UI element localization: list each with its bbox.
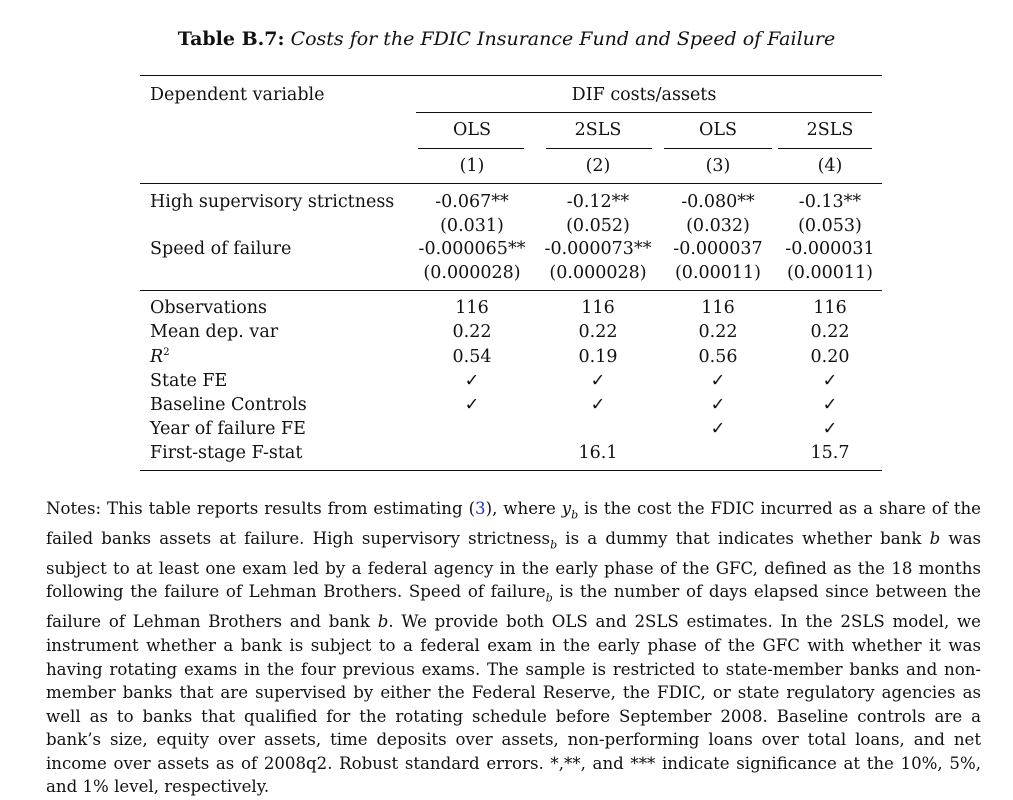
col-number-1: (1) [459, 156, 485, 176]
method-rule-2 [546, 148, 652, 149]
row-label-year-of-failure-fe: Year of failure FE [150, 419, 306, 439]
caption-label: Table B.7: [177, 28, 285, 50]
col-number-2: (2) [585, 156, 611, 176]
mean-dep-var-2: 0.22 [578, 322, 618, 342]
year-of-failure-fe-check-3: ✓ [710, 419, 726, 439]
state-fe-check-4: ✓ [822, 371, 838, 391]
row-label-mean-dep-var: Mean dep. var [150, 322, 279, 342]
col-number-4: (4) [817, 156, 843, 176]
row-label-state-fe: State FE [150, 371, 228, 391]
coef-speed-2: -0.000073** [544, 239, 652, 259]
coef-strictness-1: -0.067** [435, 192, 509, 212]
coef-speed-4: -0.000031 [785, 239, 875, 259]
notes-b-subscript: b [571, 508, 579, 522]
state-fe-check-2: ✓ [590, 371, 606, 391]
notes-part-5: was subject to at least one exam led by … [46, 528, 981, 602]
row-label-baseline-controls: Baseline Controls [150, 395, 307, 415]
equation-reference-link[interactable]: 3 [475, 499, 486, 518]
notes-part-7: . We provide both OLS and 2SLS estimates… [46, 612, 981, 797]
mean-dep-var-1: 0.22 [452, 322, 492, 342]
coef-strictness-3: -0.080** [681, 192, 755, 212]
state-fe-check-3: ✓ [710, 371, 726, 391]
coef-strictness-4: -0.13** [798, 192, 862, 212]
mean-dep-var-4: 0.22 [810, 322, 850, 342]
baseline-controls-check-2: ✓ [590, 395, 606, 415]
r-squared-2: 0.19 [578, 347, 618, 367]
se-speed-3: (0.00011) [674, 263, 762, 283]
notes-b-subscript-3: b [545, 591, 553, 605]
caption-text: Costs for the FDIC Insurance Fund and Sp… [290, 28, 836, 50]
method-col-4: 2SLS [806, 120, 854, 140]
se-speed-4: (0.00011) [786, 263, 874, 283]
coef-strictness-2: -0.12** [566, 192, 630, 212]
method-col-3: OLS [699, 120, 737, 140]
se-speed-2: (0.000028) [549, 263, 647, 283]
row-label-r-squared: R2 [150, 347, 170, 367]
r-squared-1: 0.54 [452, 347, 492, 367]
notes-part-6: is the number of days elapsed since betw… [46, 582, 981, 632]
notes-b-subscript-2: b [550, 538, 558, 552]
notes-part-2: ), where [485, 499, 562, 518]
notes-y-symbol: y [561, 499, 572, 518]
observations-4: 116 [813, 298, 847, 318]
row-label-first-stage-f-stat: First-stage F-stat [150, 443, 303, 463]
coef-speed-1: -0.000065** [418, 239, 526, 259]
method-col-2: 2SLS [574, 120, 622, 140]
method-rule-1 [418, 148, 524, 149]
state-fe-check-1: ✓ [464, 371, 480, 391]
top-rule [140, 75, 882, 76]
observations-2: 116 [581, 298, 615, 318]
method-col-1: OLS [453, 120, 491, 140]
se-speed-1: (0.000028) [423, 263, 521, 283]
se-strictness-2: (0.052) [566, 216, 630, 236]
baseline-controls-check-1: ✓ [464, 395, 480, 415]
baseline-controls-check-4: ✓ [822, 395, 838, 415]
notes-part-3: is the cost the FDIC incurred as a share… [46, 499, 981, 548]
col-number-3: (3) [705, 156, 731, 176]
se-strictness-4: (0.053) [798, 216, 862, 236]
r-squared-4: 0.20 [810, 347, 850, 367]
dependent-variable-label: Dependent variable [150, 85, 325, 105]
table-notes: Notes: This table reports results from e… [46, 497, 981, 799]
table-caption: Table B.7: Costs for the FDIC Insurance … [0, 28, 1013, 50]
notes-part-1: Notes: This table reports results from e… [46, 499, 476, 518]
row-label-high-supervisory-strictness: High supervisory strictness [150, 192, 395, 212]
observations-3: 116 [701, 298, 735, 318]
bottom-rule [140, 470, 882, 471]
depvar-rule [416, 112, 872, 113]
coef-speed-3: -0.000037 [673, 239, 763, 259]
mean-dep-var-3: 0.22 [698, 322, 738, 342]
first-stage-f-stat-2: 16.1 [578, 443, 618, 463]
notes-b-symbol-2: b [377, 612, 389, 632]
se-strictness-1: (0.031) [440, 216, 504, 236]
baseline-controls-check-3: ✓ [710, 395, 726, 415]
observations-1: 116 [455, 298, 489, 318]
first-stage-f-stat-4: 15.7 [810, 443, 850, 463]
row-label-speed-of-failure: Speed of failure [150, 239, 292, 259]
method-rule-4 [778, 148, 872, 149]
row-label-observations: Observations [150, 298, 267, 318]
header-bottom-rule [140, 183, 882, 184]
dependent-variable-value: DIF costs/assets [571, 85, 717, 105]
coef-bottom-rule [140, 290, 882, 291]
se-strictness-3: (0.032) [686, 216, 750, 236]
notes-part-4: is a dummy that indicates whether bank [557, 528, 930, 548]
notes-b-symbol: b [929, 528, 941, 548]
year-of-failure-fe-check-4: ✓ [822, 419, 838, 439]
r-squared-3: 0.56 [698, 347, 738, 367]
method-rule-3 [664, 148, 772, 149]
